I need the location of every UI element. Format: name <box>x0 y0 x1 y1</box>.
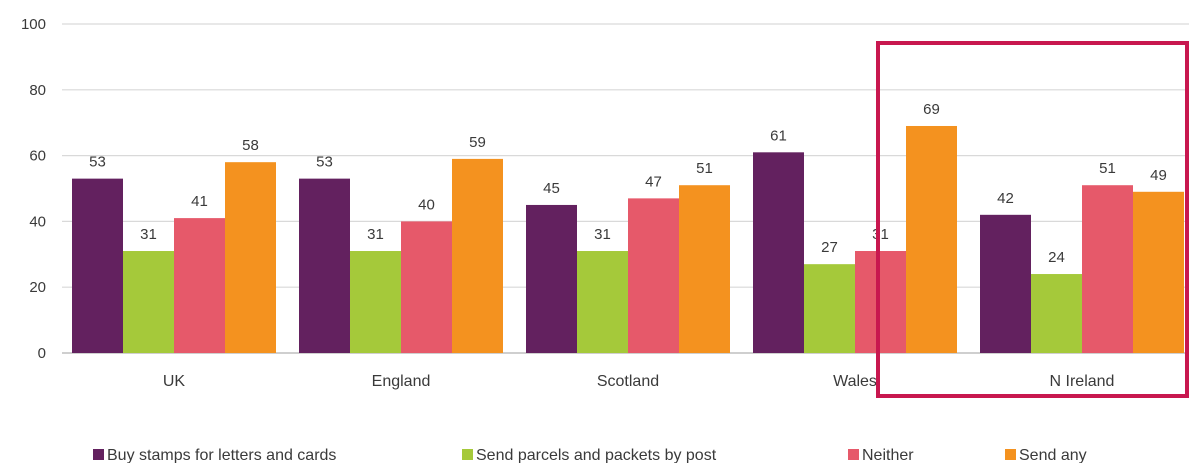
legend-label: Send parcels and packets by post <box>476 447 717 463</box>
data-labels: 53 31 41 58 53 31 40 59 45 31 47 51 61 27 31 69 42 24 51 49 <box>89 101 1167 266</box>
category-label: UK <box>163 373 186 390</box>
data-label: 24 <box>1048 249 1065 266</box>
data-label: 31 <box>594 226 611 243</box>
bar-3-1 <box>174 218 225 353</box>
y-tick-label: 20 <box>29 279 46 296</box>
bar-2-5 <box>1031 274 1082 353</box>
bars <box>72 125 1184 354</box>
bar-1-2 <box>299 178 350 353</box>
legend-label: Neither <box>862 447 914 463</box>
data-label: 41 <box>191 193 208 210</box>
highlight-rectangle <box>876 41 1189 398</box>
bar-3-2 <box>401 221 452 353</box>
data-label: 45 <box>543 180 560 197</box>
data-label: 61 <box>770 127 787 144</box>
bar-4-4 <box>906 125 957 354</box>
data-label: 31 <box>367 226 384 243</box>
y-tick-label: 80 <box>29 82 46 99</box>
category-label: N Ireland <box>1050 373 1115 390</box>
legend: Buy stamps for letters and cards Send par… <box>93 447 1087 463</box>
bar-3-5 <box>1082 185 1133 353</box>
bar-3-4 <box>855 251 906 353</box>
category-label: England <box>372 373 431 390</box>
y-tick-label: 40 <box>29 213 46 230</box>
data-label: 51 <box>696 160 713 177</box>
x-axis-categories: UK England Scotland Wales N Ireland <box>163 373 1115 390</box>
data-label: 53 <box>89 154 106 171</box>
y-tick-label: 0 <box>38 345 46 362</box>
bar-1-3 <box>526 204 577 353</box>
data-label: 42 <box>997 190 1014 207</box>
y-axis-ticks: 0 20 40 60 80 100 <box>21 16 46 362</box>
legend-swatch <box>462 449 473 460</box>
data-label: 69 <box>923 101 940 118</box>
data-label: 58 <box>242 137 259 154</box>
data-label: 31 <box>140 226 157 243</box>
bar-2-1 <box>123 251 174 353</box>
legend-swatch <box>848 449 859 460</box>
bar-2-3 <box>577 251 628 353</box>
bar-3-3 <box>628 198 679 353</box>
bar-4-2 <box>452 158 503 353</box>
legend-label: Buy stamps for letters and cards <box>107 447 336 463</box>
category-label: Scotland <box>597 373 659 390</box>
legend-label: Send any <box>1019 447 1087 463</box>
data-label: 47 <box>645 173 662 190</box>
data-label: 53 <box>316 154 333 171</box>
bar-1-4 <box>753 152 804 353</box>
data-label: 31 <box>872 226 889 243</box>
data-label: 51 <box>1099 160 1116 177</box>
bar-2-4 <box>804 264 855 353</box>
legend-swatch <box>93 449 104 460</box>
bar-1-5 <box>980 214 1031 353</box>
y-tick-label: 60 <box>29 148 46 165</box>
bar-1-1 <box>72 178 123 353</box>
data-label: 49 <box>1150 167 1167 184</box>
data-label: 27 <box>821 239 838 256</box>
bar-2-2 <box>350 251 401 353</box>
highlight-box <box>876 41 1189 398</box>
bar-4-5 <box>1133 191 1184 353</box>
data-label: 40 <box>418 196 435 213</box>
category-label: Wales <box>833 373 877 390</box>
bar-4-3 <box>679 185 730 353</box>
bar-4-1 <box>225 162 276 353</box>
y-tick-label: 100 <box>21 16 46 33</box>
legend-swatch <box>1005 449 1016 460</box>
data-label: 59 <box>469 134 486 151</box>
